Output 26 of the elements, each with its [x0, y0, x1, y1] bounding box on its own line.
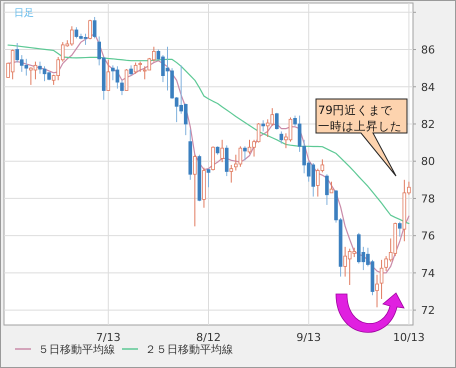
- y-tick-label: 82: [421, 118, 435, 131]
- y-tick-label: 74: [421, 266, 435, 280]
- candlestick: [280, 130, 284, 144]
- y-tick-label: 72: [421, 304, 435, 318]
- candlestick: [375, 274, 379, 308]
- candlestick: [348, 248, 352, 286]
- y-tick-label: 78: [421, 192, 435, 206]
- x-tick-label: 8/12: [196, 331, 221, 344]
- legend-label: ２５日移動平均線: [145, 343, 233, 356]
- candlestick: [15, 42, 20, 64]
- x-tick-label: 9/13: [296, 331, 322, 344]
- candlestick: [402, 179, 406, 242]
- annotation: 日足: [14, 8, 34, 19]
- legend-label: ５日移動平均線: [38, 343, 115, 356]
- annotation: 79円近くまで: [318, 103, 394, 117]
- x-tick-label: 10/13: [393, 331, 425, 344]
- y-tick-label: 86: [421, 44, 435, 57]
- candlestick: [229, 164, 234, 184]
- y-tick-label: 84: [421, 80, 435, 94]
- x-tick-label: 7/13: [96, 331, 121, 344]
- candlestick: [188, 129, 192, 180]
- candlestick: [380, 259, 384, 300]
- y-tick-label: 80: [421, 155, 435, 168]
- callout: 79円近くまで 一時は上昇した: [316, 98, 408, 176]
- annotation: 一時は上昇した: [318, 119, 402, 133]
- y-tick-label: 76: [421, 230, 435, 243]
